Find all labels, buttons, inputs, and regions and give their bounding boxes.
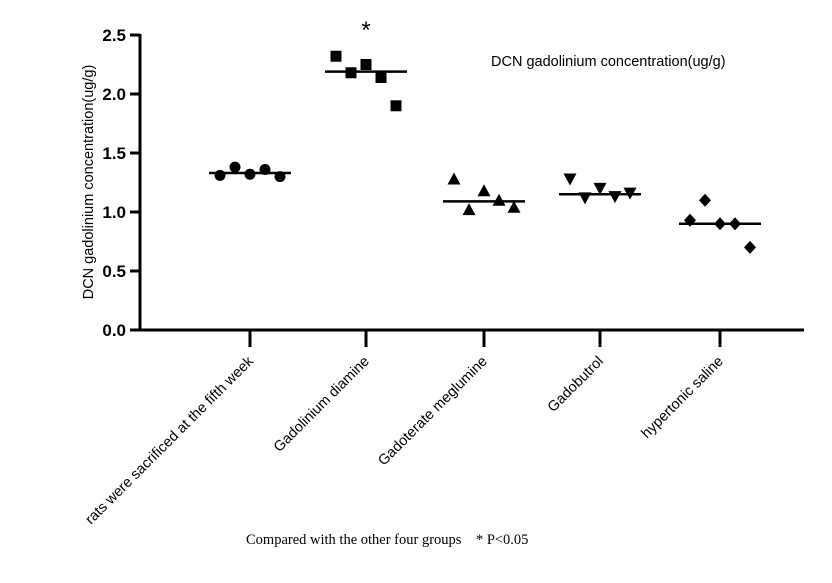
y-axis-label: DCN gadolinium concentration(ug/g)	[81, 65, 97, 300]
data-point	[507, 200, 521, 213]
data-point	[492, 193, 506, 206]
significance-star: *	[361, 17, 370, 44]
x-axis	[138, 328, 804, 347]
x-tick-label: Gadolinium diamine	[271, 354, 373, 456]
y-tick-label: 1.5	[102, 144, 126, 163]
y-tick-label: 0.5	[102, 262, 126, 281]
x-tick-label: Gadoterate meglumine	[375, 354, 491, 470]
x-tick-labels: rats were sacrificed at the fifth week Ga…	[83, 353, 727, 528]
data-point	[699, 193, 711, 207]
y-tick-label: 2.5	[102, 26, 126, 45]
y-tick-label: 2.0	[102, 85, 126, 104]
data-point	[462, 203, 476, 216]
data-point	[390, 100, 402, 112]
data-point	[360, 59, 372, 70]
data-point	[375, 71, 387, 83]
data-point	[593, 182, 607, 195]
mean-lines	[209, 70, 761, 226]
y-tick-label: 1.0	[102, 203, 126, 222]
x-tick-label: hypertonic saline	[639, 354, 727, 442]
legend-label: DCN gadolinium concentration(ug/g)	[491, 54, 726, 70]
data-point	[214, 169, 226, 181]
y-tick-label: 0.0	[102, 321, 126, 340]
data-point	[477, 184, 491, 197]
data-point	[744, 240, 756, 254]
data-point	[229, 161, 241, 173]
y-axis: 0.0 0.5 1.0 1.5 2.0 2.5	[102, 26, 142, 340]
data-points	[214, 50, 756, 254]
data-point	[608, 191, 622, 204]
caption: Compared with the other four groups * P<…	[246, 532, 528, 548]
data-point	[330, 50, 342, 62]
x-tick-label: rats were sacrificed at the fifth week	[83, 353, 258, 528]
x-tick-label: Gadobutrol	[545, 354, 607, 416]
data-point	[447, 172, 461, 185]
data-point	[563, 173, 577, 186]
